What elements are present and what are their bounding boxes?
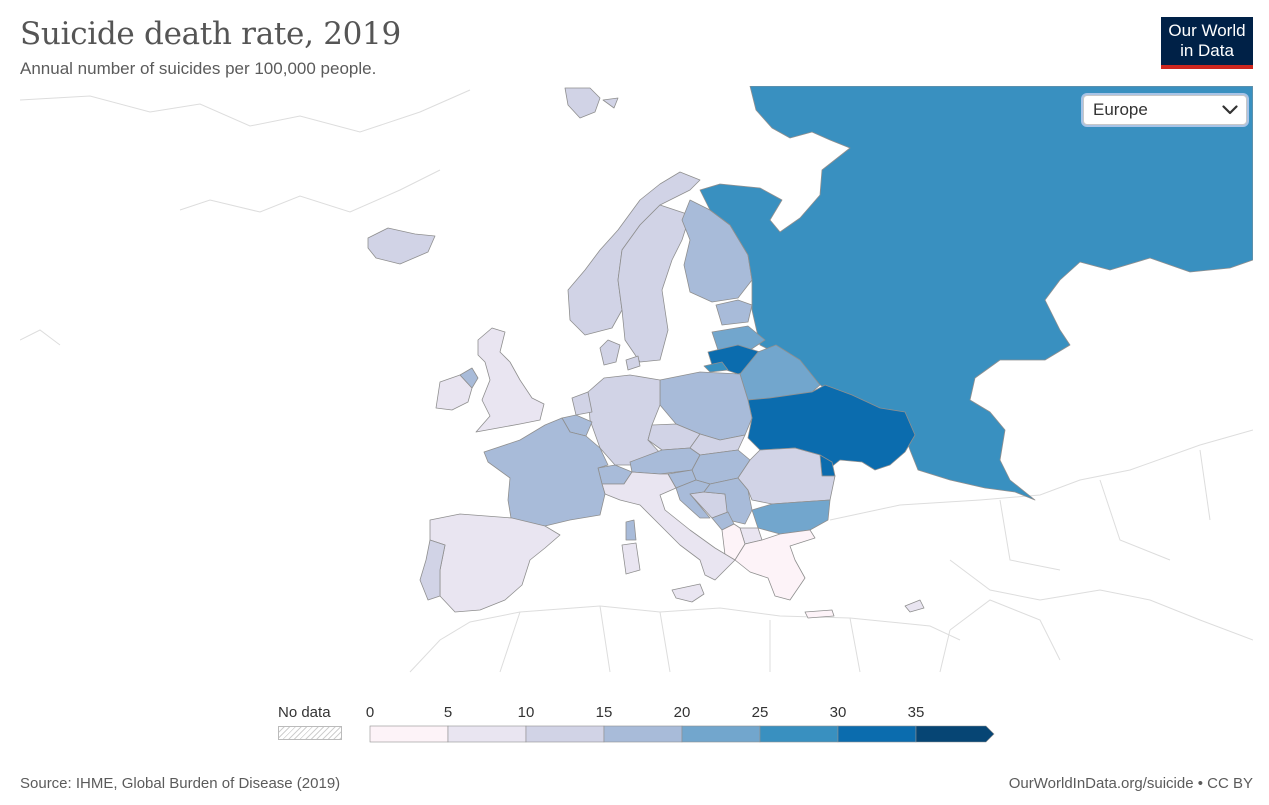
greece[interactable] — [734, 529, 816, 601]
owid-logo[interactable]: Our World in Data — [1161, 17, 1253, 69]
netherlands[interactable] — [571, 391, 593, 416]
bulgaria[interactable] — [751, 499, 831, 535]
cyprus[interactable] — [904, 599, 925, 613]
middle-east-outline — [949, 559, 1253, 641]
central-asia-borders — [999, 449, 1211, 571]
region-select-value: Europe — [1093, 100, 1148, 119]
legend-tick-label: 0 — [365, 704, 375, 721]
legend-bin-5[interactable] — [759, 725, 839, 743]
legend-tick-label: 35 — [907, 704, 925, 721]
legend-tick-label: 25 — [751, 704, 769, 721]
chevron-down-icon — [1222, 105, 1238, 115]
chart-title: Suicide death rate, 2019 — [20, 16, 401, 52]
legend-bin-2[interactable] — [525, 725, 605, 743]
denmark-zealand[interactable] — [625, 355, 641, 371]
source-note[interactable]: Source: IHME, Global Burden of Disease (… — [20, 775, 341, 792]
svalbard[interactable] — [564, 87, 601, 119]
legend-tick-label: 10 — [517, 704, 535, 721]
legend-tick-label: 30 — [829, 704, 847, 721]
corsica[interactable] — [625, 519, 637, 541]
color-legend: No data 0 5 10 15 20 25 30 35 — [0, 696, 1269, 756]
legend-bin-4[interactable] — [681, 725, 761, 743]
arctic-outline — [179, 169, 441, 213]
france[interactable] — [483, 417, 609, 527]
legend-tick-label: 20 — [673, 704, 691, 721]
caucasus-outline — [829, 429, 1253, 521]
northern-ireland[interactable] — [459, 367, 479, 389]
region-select[interactable]: Europe — [1083, 95, 1247, 125]
greenland-outline — [20, 89, 471, 133]
crete[interactable] — [804, 609, 835, 619]
credit-link[interactable]: OurWorldInData.org/suicide • CC BY — [1008, 775, 1253, 792]
romania[interactable] — [737, 447, 836, 505]
no-data-label: No data — [278, 704, 331, 721]
great-britain[interactable] — [475, 327, 545, 433]
latvia[interactable] — [711, 325, 766, 351]
svalbard-small[interactable] — [602, 97, 619, 109]
sardinia[interactable] — [621, 542, 641, 575]
chart-subtitle: Annual number of suicides per 100,000 pe… — [20, 59, 377, 78]
portugal[interactable] — [419, 539, 446, 601]
legend-bin-6[interactable] — [837, 725, 917, 743]
spain[interactable] — [429, 513, 561, 613]
sicily[interactable] — [671, 583, 705, 603]
logo-line-1: Our World — [1168, 21, 1246, 40]
legend-tick-label: 5 — [443, 704, 453, 721]
iceland[interactable] — [367, 227, 436, 265]
norway[interactable] — [567, 171, 701, 336]
north-africa-borders — [499, 605, 951, 673]
legend-bin-0[interactable] — [369, 725, 449, 743]
levant-outline — [949, 599, 1061, 661]
legend-bin-3[interactable] — [603, 725, 683, 743]
estonia[interactable] — [715, 299, 753, 326]
italy[interactable] — [601, 471, 736, 581]
legend-tick-label: 15 — [595, 704, 613, 721]
north-africa-outline — [409, 605, 961, 673]
kaliningrad[interactable] — [703, 361, 729, 373]
legend-bin-7[interactable] — [915, 725, 995, 743]
legend-bin-1[interactable] — [447, 725, 527, 743]
arctic-island-outline — [20, 329, 61, 346]
legend-bar — [369, 725, 995, 743]
europe-map — [20, 86, 1253, 674]
no-data-swatch[interactable] — [278, 726, 342, 740]
denmark[interactable] — [599, 339, 621, 366]
logo-line-2: in Data — [1180, 41, 1234, 60]
